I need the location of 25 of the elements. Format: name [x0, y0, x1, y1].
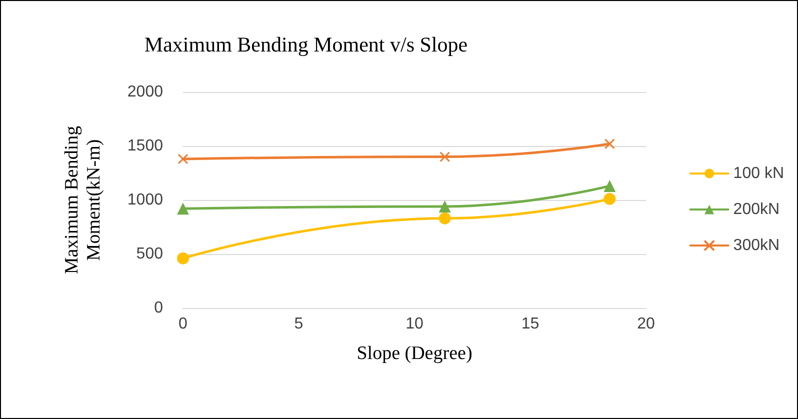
y-tick-label: 1000: [127, 192, 164, 208]
chart-title: Maximum Bending Moment v/s Slope: [144, 32, 468, 56]
x-tick-label: 20: [637, 316, 655, 332]
y-axis-title: Maximum Bending Moment(kN-m): [62, 125, 104, 274]
point: [177, 252, 189, 264]
point: [440, 152, 450, 162]
x-tick-label: 10: [406, 316, 424, 332]
x-axis-title: Slope (Degree): [356, 343, 472, 364]
y-tick-label: 2000: [127, 84, 164, 100]
x-tick-label: 0: [178, 316, 188, 332]
point: [178, 154, 188, 164]
point: [438, 212, 451, 224]
y-tick-label: 0: [154, 300, 164, 316]
x-tick-label: 5: [294, 316, 304, 332]
point: [438, 200, 451, 212]
point: [604, 192, 616, 205]
x-tick-label: 15: [521, 316, 540, 332]
point: [177, 202, 189, 215]
y-tick-label: 500: [136, 246, 164, 262]
legend-label: 200kN: [733, 201, 780, 218]
legend-label: 100 kN: [733, 165, 784, 182]
point: [604, 138, 615, 150]
y-tick-label: 1500: [127, 138, 164, 154]
legend-label: 300kN: [733, 237, 780, 254]
point: [604, 180, 616, 192]
